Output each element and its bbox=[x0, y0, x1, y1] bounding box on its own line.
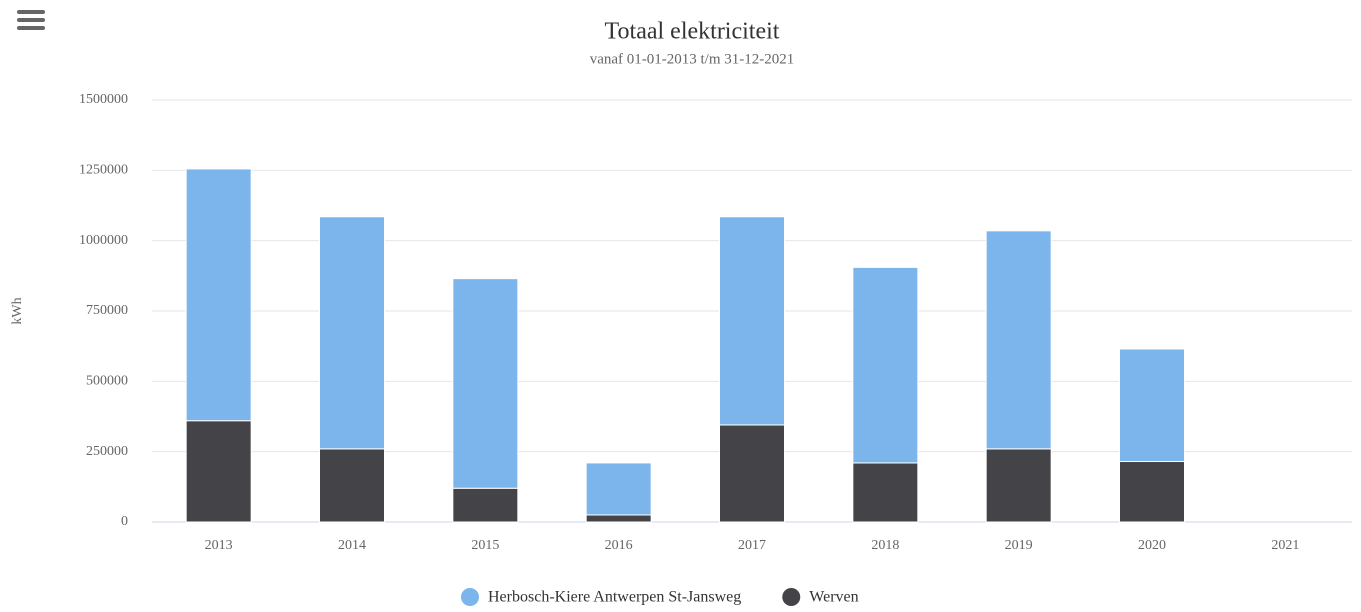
bar-segment bbox=[585, 462, 652, 516]
bar-segment bbox=[719, 216, 785, 426]
y-axis-label: kWh bbox=[10, 297, 25, 324]
x-tick-label: 2015 bbox=[471, 538, 499, 553]
x-tick-label: 2017 bbox=[738, 538, 766, 553]
bar-segment bbox=[719, 424, 785, 523]
bar-segment bbox=[585, 514, 652, 523]
chart-subtitle: vanaf 01-01-2013 t/m 31-12-2021 bbox=[590, 51, 795, 67]
legend-item[interactable]: Werven bbox=[782, 588, 859, 606]
legend-item[interactable]: Herbosch-Kiere Antwerpen St-Jansweg bbox=[461, 588, 741, 606]
x-tick-label: 2021 bbox=[1271, 538, 1299, 553]
bar-segment bbox=[852, 462, 919, 523]
y-tick-label: 0 bbox=[121, 514, 128, 529]
bar-segment bbox=[985, 230, 1052, 450]
y-tick-label: 1250000 bbox=[79, 163, 128, 178]
y-tick-label: 750000 bbox=[86, 303, 128, 318]
y-tick-label: 1500000 bbox=[79, 92, 128, 107]
legend-symbol bbox=[461, 588, 479, 606]
x-tick-label: 2020 bbox=[1138, 538, 1166, 553]
bar-segment bbox=[1119, 348, 1185, 463]
bar-segment bbox=[452, 278, 519, 489]
bar-segment bbox=[1119, 461, 1185, 523]
bar-segment bbox=[452, 487, 519, 523]
x-tick-label: 2018 bbox=[871, 538, 899, 553]
legend-symbol bbox=[782, 588, 801, 606]
bar-segment bbox=[985, 448, 1052, 523]
bar-segment bbox=[319, 216, 385, 450]
legend-label: Werven bbox=[809, 589, 858, 606]
y-tick-label: 1000000 bbox=[79, 233, 128, 248]
bar-segment bbox=[185, 420, 252, 523]
x-tick-label: 2014 bbox=[338, 538, 366, 553]
x-tick-label: 2019 bbox=[1005, 538, 1033, 553]
legend-label: Herbosch-Kiere Antwerpen St-Jansweg bbox=[488, 589, 741, 606]
bar-segment bbox=[852, 266, 919, 464]
x-tick-label: 2013 bbox=[205, 538, 233, 553]
y-tick-label: 500000 bbox=[86, 374, 128, 389]
menu-button[interactable] bbox=[17, 10, 45, 30]
y-tick-label: 250000 bbox=[86, 444, 128, 459]
chart-title: Totaal elektriciteit bbox=[605, 19, 780, 45]
bar-segment bbox=[319, 448, 385, 523]
bar-segment bbox=[185, 168, 252, 422]
x-tick-label: 2016 bbox=[605, 538, 633, 553]
